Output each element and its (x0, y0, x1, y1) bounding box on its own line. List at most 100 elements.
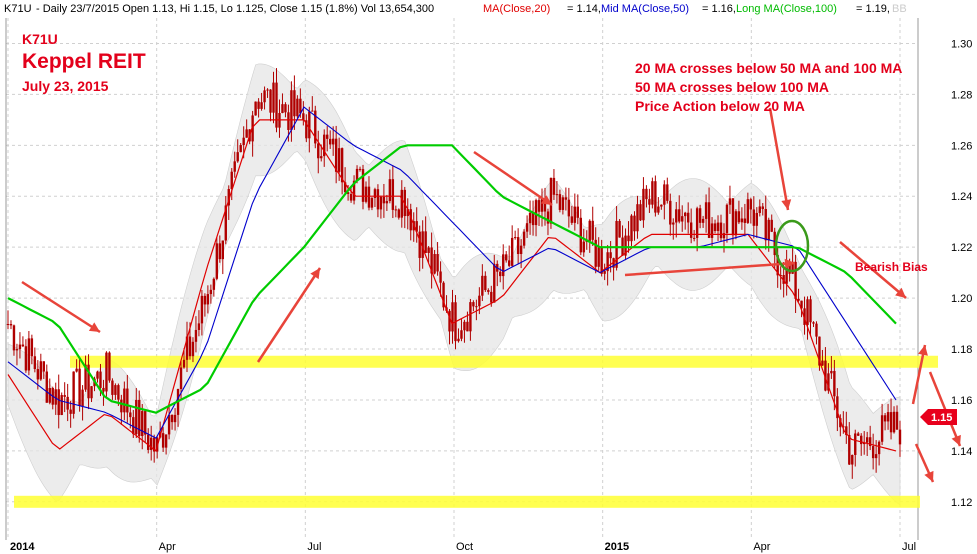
price-bar-body (30, 338, 34, 357)
price-bar-body (877, 441, 881, 455)
price-bar-body (767, 219, 770, 241)
price-bar-body (579, 217, 582, 253)
bb-label: BB (892, 3, 907, 15)
price-bar-body (135, 399, 138, 435)
price-bar-body (749, 199, 753, 210)
price-bar-body (290, 90, 293, 130)
price-bar-body (567, 199, 571, 217)
price-bar-body (439, 271, 442, 283)
price-bar-body (651, 181, 654, 205)
price-bar-body (385, 201, 389, 204)
price-bar-body (472, 302, 475, 307)
price-bar-body (302, 113, 305, 121)
x-tick-label: Apr (753, 541, 770, 553)
price-bar-body (833, 370, 836, 397)
price-bar-body (164, 434, 168, 448)
price-bar-body (513, 237, 517, 239)
price-bar-body (657, 206, 660, 213)
price-bar-body (725, 204, 729, 234)
price-bar-body (603, 271, 606, 274)
price-bar-body (648, 199, 651, 205)
price-bar-body (179, 367, 183, 389)
price-bar-body (433, 254, 436, 274)
price-bar-body (311, 110, 314, 112)
price-bar-body (120, 399, 123, 413)
price-bar-body (484, 275, 487, 291)
price-bar-body (797, 298, 800, 301)
price-bar-body (752, 209, 756, 226)
price-bar-body (892, 411, 896, 433)
arrow-head (784, 258, 795, 269)
price-bar-body (75, 368, 78, 372)
arrow-head (310, 268, 320, 280)
price-bar-body (588, 220, 591, 241)
price-bar-body (269, 89, 272, 113)
price-bar-body (415, 221, 418, 232)
price-bar-body (90, 386, 93, 399)
price-bar-body (209, 289, 213, 295)
price-bar-body (594, 239, 597, 267)
price-bar-body (597, 246, 600, 267)
price-bar-body (540, 198, 544, 212)
price-bar-body (81, 389, 84, 407)
price-bar-body (528, 212, 532, 224)
price-bar-body (713, 223, 717, 231)
ma20-label: MA(Close,20) (483, 3, 550, 15)
price-bar-body (549, 177, 553, 224)
price-bar-body (731, 198, 735, 236)
price-bar-body (618, 220, 621, 238)
price-bar-body (182, 359, 186, 368)
price-bar-body (194, 329, 198, 342)
price-bar-body (722, 233, 726, 239)
price-bar-body (863, 442, 866, 445)
price-bar-body (326, 134, 329, 139)
ma100-label: Long MA(Close,100) (736, 3, 837, 15)
price-bar-body (436, 254, 439, 272)
y-tick-label: 1.16 (951, 395, 972, 407)
ma20-value: = 1.14, (567, 3, 601, 15)
price-bar-body (830, 370, 833, 374)
price-bar-body (519, 245, 523, 255)
price-bar-body (698, 208, 702, 223)
y-tick-label: 1.14 (951, 446, 972, 458)
arrow-head (951, 434, 961, 446)
price-bar-body (734, 211, 738, 236)
price-bar-body (379, 196, 383, 210)
price-bar-body (451, 302, 454, 332)
price-bar-body (102, 387, 105, 392)
price-bar-body (576, 206, 580, 218)
price-bar-body (573, 206, 577, 223)
price-bar-body (63, 395, 66, 397)
annotation-arrow (911, 344, 927, 405)
price-bar-body (188, 336, 192, 357)
price-bar-body (424, 231, 427, 253)
price-bar-body (871, 446, 875, 459)
price-bar-body (257, 101, 260, 109)
x-tick-label: 2015 (605, 541, 629, 553)
price-bar-body (87, 364, 90, 399)
price-bar-body (111, 380, 114, 395)
arrow-head (540, 195, 552, 205)
price-bar-body (12, 325, 16, 351)
price-bar-body (627, 235, 630, 242)
y-tick-label: 1.18 (951, 344, 972, 356)
title-name: Keppel REIT (22, 50, 146, 73)
price-bar-body (147, 434, 150, 450)
price-bar-body (758, 206, 761, 213)
price-bar-body (421, 231, 424, 258)
price-bar-body (296, 98, 299, 117)
price-bar-body (242, 137, 245, 146)
price-bar-body (132, 417, 135, 435)
price-bar-body (707, 202, 711, 238)
price-bar-body (695, 208, 699, 238)
price-bar-body (600, 246, 603, 274)
title-date: July 23, 2015 (22, 78, 109, 94)
price-bar-body (236, 152, 239, 162)
price-bar-body (141, 411, 144, 437)
price-bar-body (15, 349, 19, 351)
price-bar-body (69, 409, 72, 414)
price-bar-body (331, 138, 335, 145)
price-bar-body (48, 388, 51, 403)
price-bar-body (740, 218, 744, 223)
price-bar-body (794, 261, 797, 299)
